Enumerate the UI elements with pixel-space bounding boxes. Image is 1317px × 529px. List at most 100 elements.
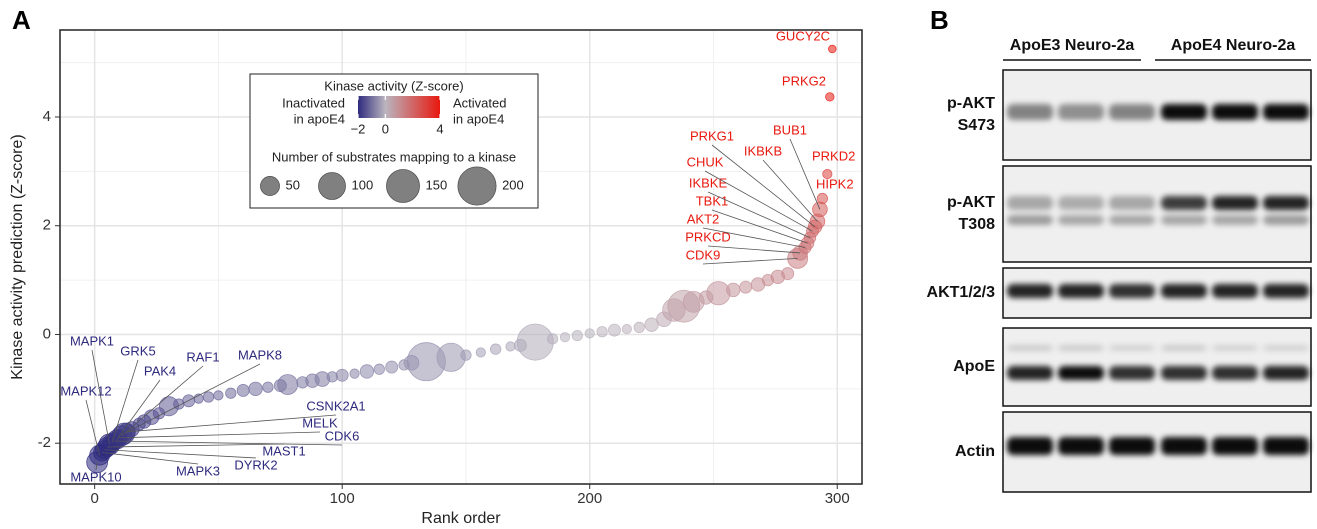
y-tick-label: 2: [43, 217, 51, 234]
size-legend-label: 50: [286, 177, 300, 192]
blot-band: [1212, 104, 1258, 120]
point-label: PRKG1: [690, 128, 734, 143]
x-tick-label: 100: [330, 490, 355, 507]
x-tick-label: 300: [825, 490, 850, 507]
x-tick-label: 0: [90, 490, 98, 507]
kinase-point: [622, 324, 631, 333]
point-label: PRKG2: [782, 73, 826, 88]
blot-band: [1263, 215, 1309, 225]
kinase-point: [350, 369, 359, 378]
colorbar-tick-label: 4: [436, 121, 443, 136]
point-label: MAPK1: [70, 333, 114, 348]
blot-band: [1109, 366, 1155, 380]
blot-band: [1109, 196, 1155, 210]
blot-band: [1212, 345, 1258, 351]
kinase-point: [782, 268, 794, 280]
blot-band: [1161, 284, 1207, 298]
size-legend-label: 200: [502, 177, 524, 192]
kinase-point: [608, 324, 620, 336]
kinase-point: [360, 365, 374, 379]
kinase-point: [374, 364, 384, 374]
blot-band: [1161, 104, 1207, 120]
x-tick-label: 200: [577, 490, 602, 507]
size-legend-label: 100: [352, 177, 374, 192]
x-axis-title: Rank order: [421, 510, 501, 527]
row-label: S473: [958, 117, 995, 134]
panel-label: B: [930, 5, 949, 35]
blot-band: [1007, 345, 1053, 351]
kinase-point: [237, 384, 249, 396]
kinase-point: [336, 369, 348, 381]
kinase-point: [707, 281, 730, 304]
size-legend-circle: [319, 173, 346, 200]
blot-band: [1007, 196, 1053, 210]
blot-band: [1263, 196, 1309, 210]
legend-title: Kinase activity (Z-score): [324, 78, 463, 93]
blot-band: [1058, 284, 1104, 298]
blot-band: [1161, 366, 1207, 380]
kinase-point: [226, 388, 236, 398]
kinase-point: [727, 283, 741, 297]
blot-band: [1263, 104, 1309, 120]
colorbar-high-label: Activated: [453, 95, 506, 110]
point-label: TBK1: [696, 193, 729, 208]
blot-membrane: [1003, 166, 1311, 262]
size-legend-circle: [386, 169, 419, 202]
kinase-point: [386, 361, 398, 373]
blot-band: [1161, 215, 1207, 225]
group-label: ApoE3 Neuro-2a: [1010, 37, 1135, 54]
blot-band: [1007, 437, 1053, 455]
figure: A B MAPK10MAPK12MAPK3DYRK2MAST1MAPK1GRK5…: [0, 0, 1317, 529]
blot-band: [1058, 196, 1104, 210]
point-label: CDK9: [686, 247, 721, 262]
point-label: CDK6: [325, 428, 360, 443]
kinase-point: [249, 382, 263, 396]
point-label: CHUK: [687, 154, 724, 169]
row-label: Actin: [955, 443, 995, 460]
blot-band: [1058, 437, 1104, 455]
row-label: p-AKT: [947, 95, 995, 112]
colorbar-tick-label: 0: [382, 121, 389, 136]
blot-band: [1212, 196, 1258, 210]
blot-band: [1263, 284, 1309, 298]
row-label: AKT1/2/3: [927, 284, 996, 301]
kinase-point: [461, 350, 471, 360]
point-label: MAST1: [262, 443, 305, 458]
point-label: MELK: [302, 415, 338, 430]
kinase-point: [585, 329, 594, 338]
blot-band: [1263, 345, 1309, 351]
blot-band: [1161, 345, 1207, 351]
kinase-point: [476, 348, 485, 357]
kinase-point: [327, 372, 337, 382]
blot-band: [1263, 366, 1309, 380]
point-label: GRK5: [120, 343, 155, 358]
kinase-point: [572, 330, 582, 340]
kinase-point: [560, 333, 569, 342]
size-legend-label: 150: [426, 177, 448, 192]
blot-band: [1007, 366, 1053, 380]
point-label: MAPK12: [60, 383, 111, 398]
size-legend-circle: [260, 176, 279, 195]
colorbar: [358, 96, 440, 118]
kinase-point: [597, 327, 607, 337]
kinase-point: [517, 324, 553, 360]
kinase-point: [826, 93, 835, 102]
point-label: MAPK3: [176, 463, 220, 478]
blot-band: [1007, 104, 1053, 120]
point-label: PAK4: [144, 363, 176, 378]
point-label: MAPK8: [238, 347, 282, 362]
legend-title: Number of substrates mapping to a kinase: [272, 149, 516, 164]
kinase-point: [490, 344, 500, 354]
kinase-point: [817, 193, 827, 203]
kinase-point: [547, 334, 557, 344]
kinase-point: [263, 382, 273, 392]
y-axis-title: Kinase activity prediction (Z-score): [9, 134, 26, 379]
colorbar-low-label: in apoE4: [294, 111, 345, 126]
point-label: IKBKE: [689, 175, 728, 190]
blot-band: [1161, 437, 1207, 455]
colorbar-high-label: in apoE4: [453, 111, 504, 126]
group-label: ApoE4 Neuro-2a: [1171, 37, 1296, 54]
kinase-point: [506, 342, 515, 351]
kinase-point: [203, 392, 213, 402]
point-label: HIPK2: [816, 176, 854, 191]
